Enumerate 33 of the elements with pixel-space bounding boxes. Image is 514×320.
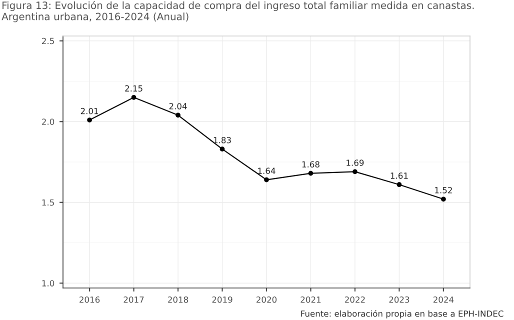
x-tick-label: 2018	[168, 296, 188, 303]
point	[131, 94, 136, 100]
y-tick-label: 2.0	[42, 118, 54, 125]
point	[441, 196, 446, 202]
data-label: 1.61	[390, 172, 408, 179]
y-tick-label: 1.0	[42, 280, 54, 286]
point	[176, 112, 180, 118]
data-label: 2.01	[80, 108, 98, 114]
data-label: 1.83	[214, 136, 231, 144]
point	[308, 170, 314, 176]
y-tick-label: 1.5	[42, 199, 54, 206]
x-tick-label: 2021	[300, 296, 321, 303]
x-tick-label: 2024	[433, 296, 454, 303]
data-label: 1.68	[302, 161, 320, 168]
chart-title: Figura 13: Evolución de la capacidad de compra del ingreso total familiar medida en canastas. Argentina urbana, 2016-2024 (Anual)	[2, 0, 474, 22]
point	[264, 177, 269, 182]
data-label: 1.64	[258, 168, 276, 174]
x-tick-label: 2020	[256, 296, 277, 303]
y-tick-label: 2.5	[42, 38, 54, 44]
point	[220, 146, 225, 152]
x-tick-label: 2019	[212, 296, 232, 303]
x-tick-label: 2016	[80, 296, 100, 303]
data-label: 2.15	[125, 85, 142, 92]
data-label: 2.04	[169, 103, 187, 110]
x-tick-label: 2022	[344, 296, 365, 303]
point	[396, 182, 402, 188]
point	[352, 169, 358, 174]
x-tick-label: 2023	[389, 296, 410, 303]
data-label: 1.69	[346, 160, 364, 166]
data-label: 1.52	[435, 187, 452, 194]
source-note: Fuente: elaboración propia en base a EPH-INDEC	[301, 310, 504, 318]
point	[87, 118, 92, 122]
x-tick-label: 2017	[124, 296, 144, 303]
